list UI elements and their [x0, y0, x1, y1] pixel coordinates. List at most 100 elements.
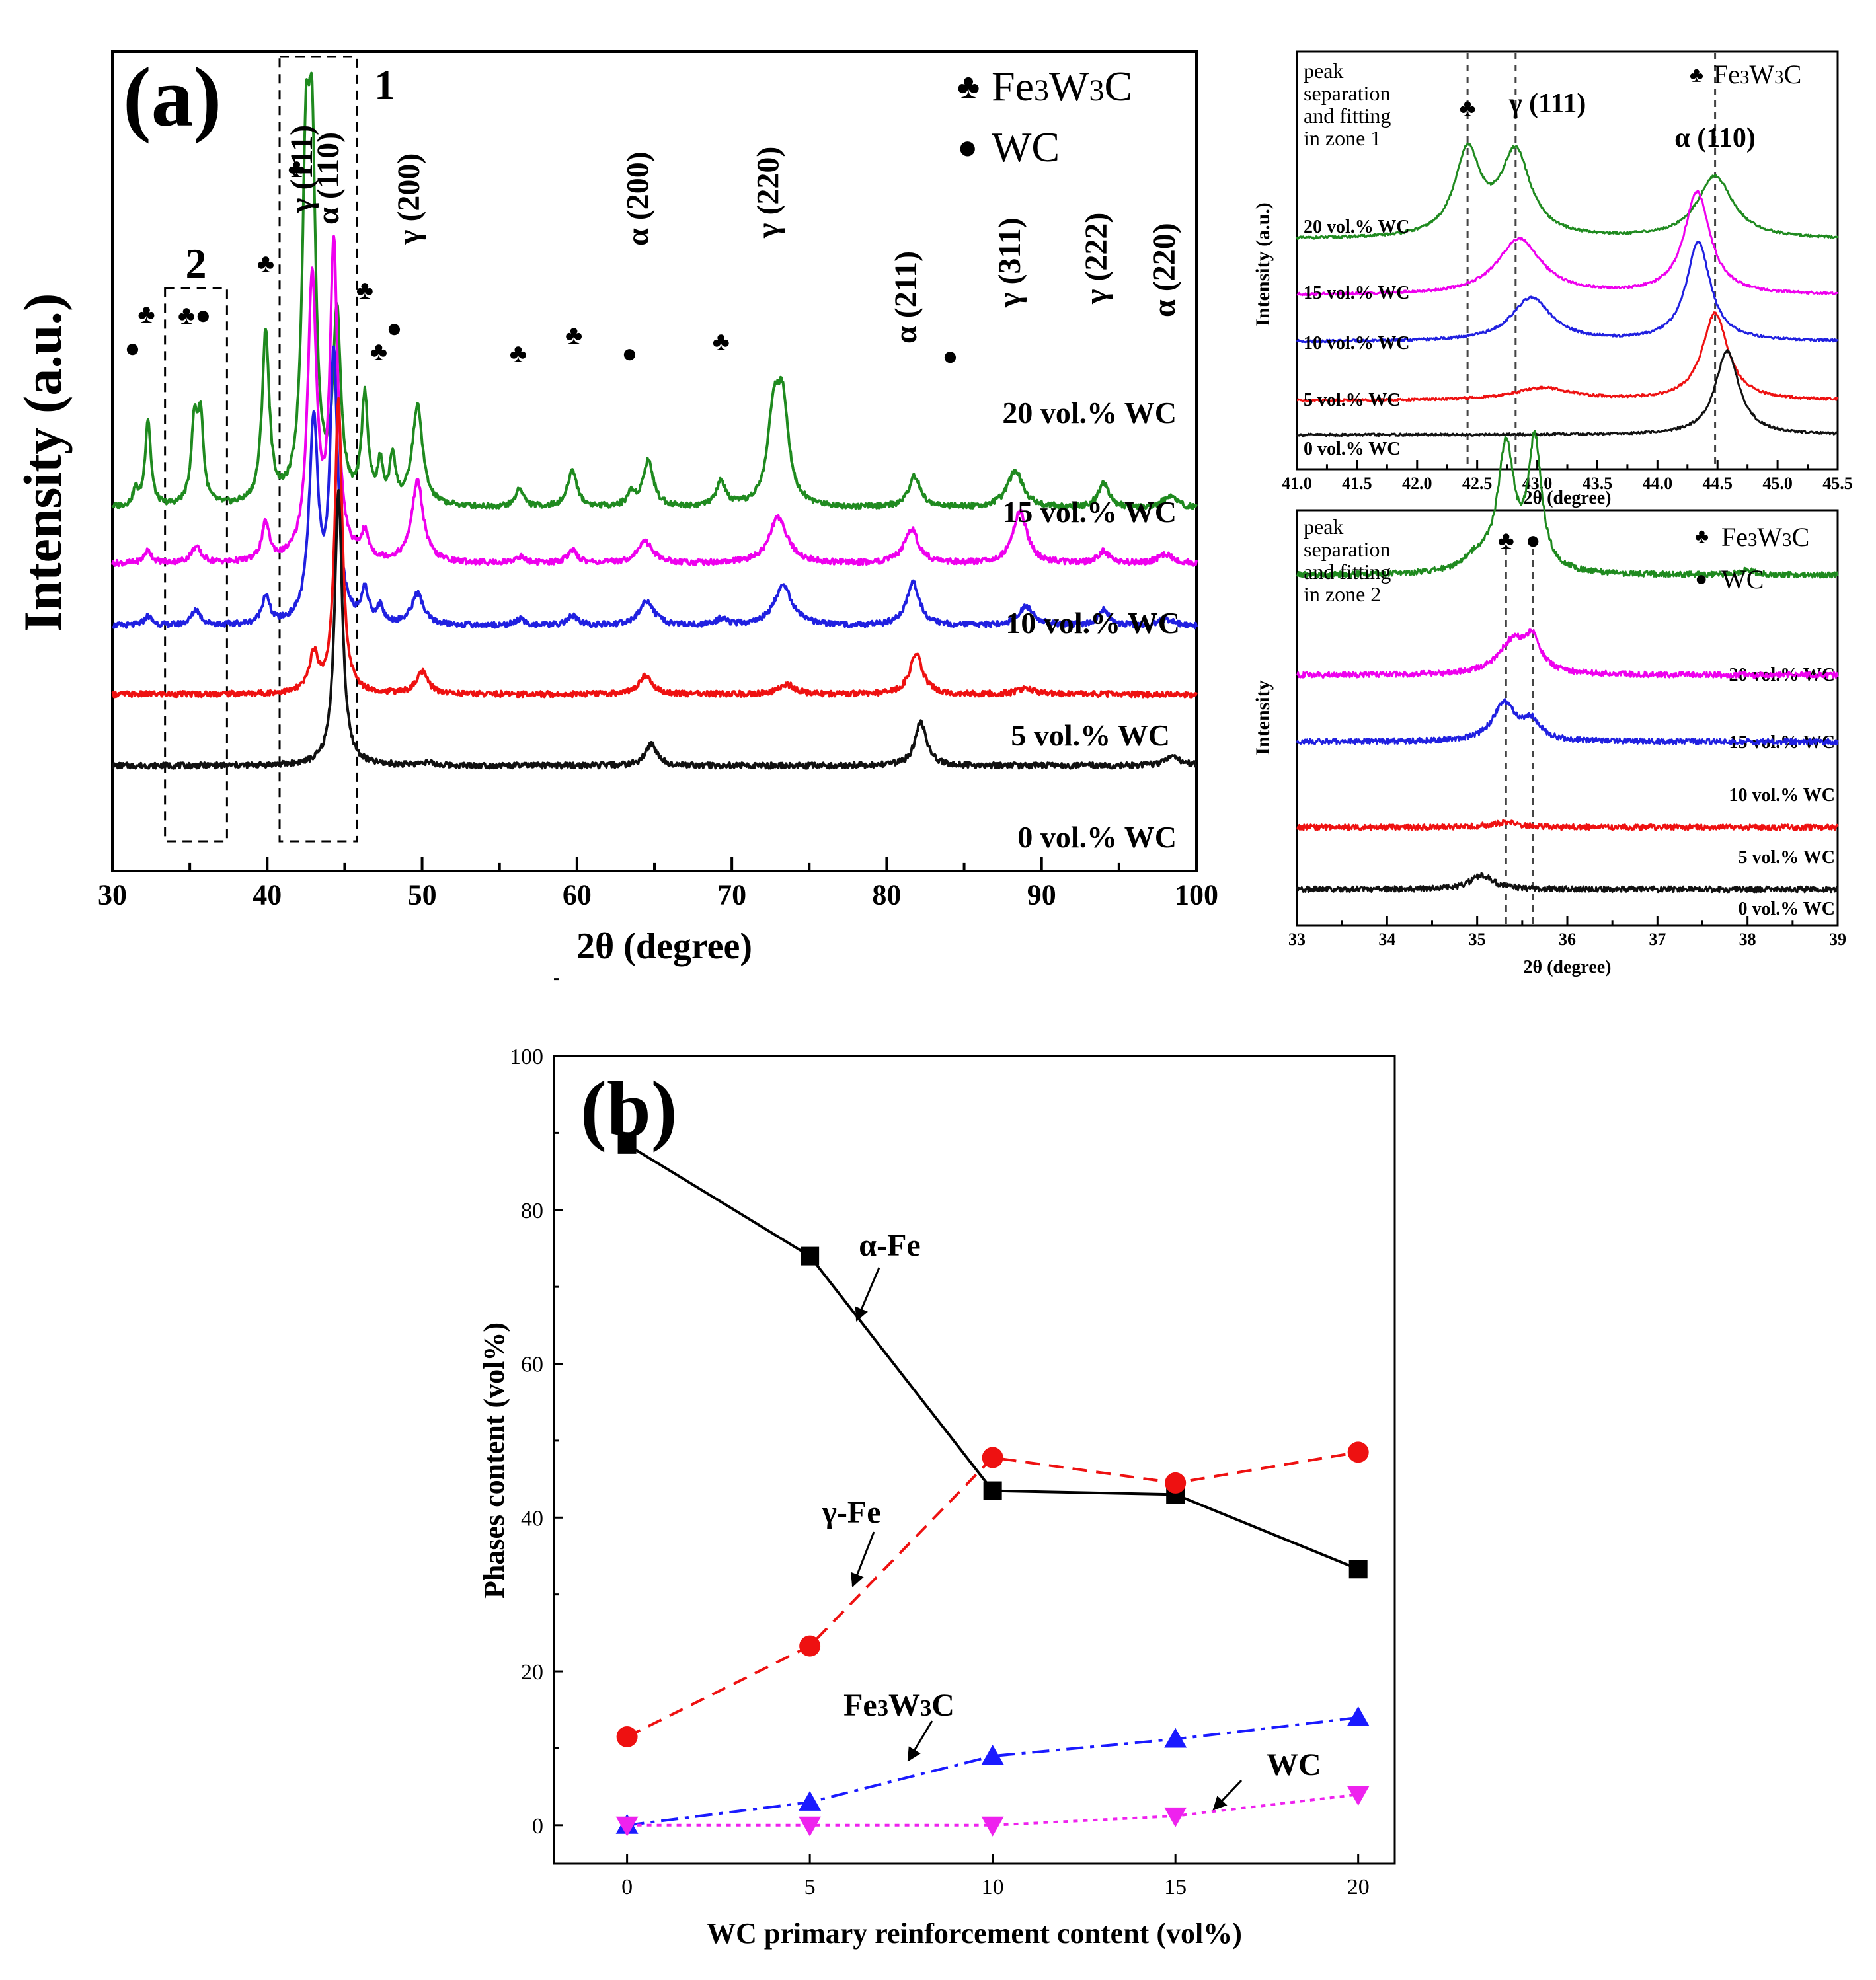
x-tick-label: 70 [717, 879, 746, 911]
series-line-fe [626, 1143, 1359, 1571]
annotation-marker: ♣ [510, 338, 527, 368]
inset-1-legend-label: Fe3W3C [1713, 59, 1801, 89]
callout-arrow [1212, 1779, 1243, 1811]
series-line-fe3w3c [627, 1716, 1358, 1827]
series-label-10-vol-wc: 10 vol.% WC [1304, 333, 1410, 354]
panel-b-series [615, 1135, 1370, 1837]
annotation-marker: ● [942, 341, 958, 371]
annotation-222: γ (222) [1079, 213, 1114, 305]
annotation-200: α (200) [621, 151, 656, 246]
point-fe [799, 1635, 821, 1657]
x-tick-label: 60 [563, 879, 592, 911]
panel-a-x-ticks: 30 40 50 60 70 80 90 100 [98, 857, 1218, 911]
annotation-220: α (220) [1147, 223, 1182, 317]
x-tick-label: 35 [1469, 930, 1486, 949]
inset-2-dashed-lines [1505, 549, 1534, 924]
inset-2-legend-label-fe3w3c: Fe3W3C [1721, 522, 1809, 552]
y-tick-label: 20 [521, 1660, 543, 1685]
point-fe [617, 1135, 637, 1154]
series-label-15-vol-wc: 15 vol.% WC [1002, 495, 1177, 529]
point-fe [983, 1481, 1002, 1500]
inset-2-title: peak separation and fitting in zone 2 [1304, 515, 1391, 606]
series-label-0-vol-wc: 0 vol.% WC [1739, 899, 1836, 919]
point-wc [981, 1816, 1004, 1837]
inset-2-y-axis-label: Intensity [1252, 680, 1274, 755]
zone-2-box [164, 287, 228, 843]
series-line-15-vol-wc [1296, 189, 1838, 297]
inset-1-series: 20 vol.% WC 15 vol.% WC 10 vol.% WC 5 vol.%… [1296, 142, 1839, 459]
legend-marker: ● [957, 129, 978, 167]
panel-a-annotations: ●♣ ♣●♣♣γ (111)α (110)♣♣●γ (200)♣♣●α (200)… [124, 125, 1182, 371]
callout-fe: α-Fe [859, 1228, 920, 1263]
series-line-0-vol-wc [1296, 348, 1838, 438]
annotation-marker: ♣ [370, 336, 387, 366]
zone-1-box [278, 56, 358, 843]
x-tick-label: 37 [1649, 930, 1666, 949]
y-tick-label: 60 [521, 1353, 543, 1377]
x-tick-label: 90 [1027, 879, 1056, 911]
inset-1-annotation-110: α (110) [1674, 123, 1756, 153]
inset-1-annotation-: ♣ [1460, 95, 1476, 122]
x-tick-label: 34 [1378, 930, 1395, 949]
legend-marker: ♣ [957, 68, 980, 106]
point-wc [1347, 1786, 1370, 1806]
x-tick-label: 10 [982, 1875, 1004, 1899]
inset-1-title: peak separation and fitting in zone 1 [1304, 59, 1391, 150]
series-label-15-vol-wc: 15 vol.% WC [1304, 283, 1410, 303]
point-wc [1164, 1807, 1187, 1827]
series-line-5-vol-wc [1296, 819, 1839, 831]
series-label-10-vol-wc: 10 vol.% WC [1005, 606, 1180, 640]
panel-b-frame [553, 1055, 1396, 1865]
x-tick-label: 33 [1288, 930, 1306, 949]
y-tick-label: 100 [510, 1045, 543, 1069]
inset-2-x-axis-label: 2θ (degree) [1523, 957, 1611, 977]
annotation-marker: ● [386, 313, 402, 343]
annotation-marker: ♣ [288, 153, 305, 183]
legend-label-fe3w3c: Fe3W3C [992, 63, 1132, 110]
series-line-20-vol-wc [1296, 142, 1839, 241]
annotation-311: γ (311) [992, 217, 1027, 308]
point-fe3w3c [799, 1790, 822, 1811]
x-tick-label: 44.5 [1702, 474, 1733, 493]
series-line-wc [627, 1793, 1358, 1827]
series-label-10-vol-wc: 10 vol.% WC [1729, 785, 1836, 806]
x-tick-label: 45.0 [1762, 474, 1793, 493]
inset-1-annotation-111: γ (111) [1508, 89, 1586, 119]
point-fe [801, 1246, 820, 1266]
panel-b: 0 20 40 60 80 100 0 5 10 15 20 α-Fe γ-Fe Fe3W3C WC (b… [478, 978, 1396, 1950]
point-wc [799, 1816, 822, 1837]
callout-wc: WC [1267, 1747, 1321, 1782]
y-tick-label: 80 [521, 1199, 543, 1223]
panel-a-y-axis-label: Intensity (a.u.) [13, 293, 73, 632]
point-wc [615, 1816, 639, 1837]
series-label-0-vol-wc: 0 vol.% WC [1304, 439, 1401, 459]
legend-marker: ♣ [1690, 63, 1703, 87]
annotation-200: γ (200) [391, 153, 426, 245]
series-line-5-vol-wc [1296, 311, 1838, 402]
inset-1-dashed-lines [1466, 53, 1717, 467]
point-fe3w3c [1164, 1728, 1187, 1748]
x-tick-label: 42.0 [1402, 474, 1432, 493]
panel-b-y-axis-label: Phases content (vol%) [478, 1322, 510, 1599]
inset-2-legend: ♣ Fe3W3C ● WC [1695, 522, 1809, 594]
series-line-5-vol-wc [111, 397, 1198, 699]
inset-1-x-axis-label: 2θ (degree) [1523, 488, 1611, 508]
callout-arrow [907, 1720, 933, 1762]
x-tick-label: 44.0 [1643, 474, 1673, 493]
x-tick-label: 41.0 [1282, 474, 1312, 493]
series-line-0-vol-wc [112, 488, 1197, 770]
series-line-15-vol-wc [111, 235, 1198, 568]
annotation-marker: ♣● [178, 300, 211, 330]
annotation-marker: ♣ [137, 299, 155, 328]
zone-1-label: 1 [374, 61, 395, 108]
series-line-0-vol-wc [1296, 872, 1839, 894]
x-tick-label: 43.5 [1583, 474, 1613, 493]
inset-2-annotations: ♣ ● [1498, 527, 1541, 554]
inset-2-x-ticks: 33 34 35 36 37 38 39 [1288, 916, 1846, 949]
annotation-marker: ♣ [713, 326, 730, 356]
panel-b-ticks: 0 20 40 60 80 100 0 5 10 15 20 [510, 978, 1370, 1899]
legend-label-wc: WC [992, 124, 1060, 171]
